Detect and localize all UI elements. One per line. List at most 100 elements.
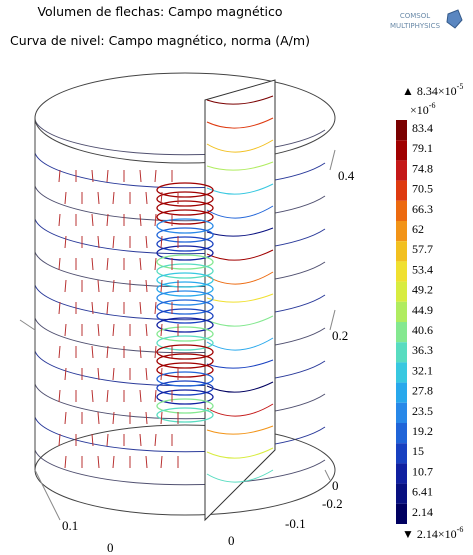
axis-label: -0.1 xyxy=(285,516,306,531)
axis-label: 0.1 xyxy=(62,518,78,533)
logo-text: MULTIPHYSICS xyxy=(390,22,441,30)
legend-swatch xyxy=(396,443,407,463)
axis-line xyxy=(330,310,335,330)
field-arrow xyxy=(59,258,60,270)
field-arrow xyxy=(140,302,141,314)
field-arrow xyxy=(161,280,162,292)
field-arrow xyxy=(113,368,114,380)
field-arrow xyxy=(155,214,156,226)
field-arrow xyxy=(107,434,108,446)
subtitle: Curva de nivel: Campo magnético, norma (… xyxy=(10,33,310,48)
field-arrow xyxy=(59,390,60,402)
field-arrow xyxy=(155,258,156,270)
legend-swatch xyxy=(396,140,407,160)
field-arrow xyxy=(146,368,147,380)
contour-ring xyxy=(35,450,325,485)
field-arrow xyxy=(98,324,99,336)
field-arrow xyxy=(65,324,66,336)
legend-label: 32.1 xyxy=(412,363,433,377)
field-arrow xyxy=(65,236,66,248)
legend-max: ▲8.34×10-5 xyxy=(402,82,463,98)
legend-swatch xyxy=(396,362,407,382)
legend-label: 40.6 xyxy=(412,323,433,337)
colorbar: 83.479.174.870.566.36257.753.449.244.940… xyxy=(396,120,433,524)
legend-swatch xyxy=(396,463,407,483)
field-arrow xyxy=(59,170,60,182)
field-arrow xyxy=(140,434,141,446)
legend-swatch xyxy=(396,160,407,180)
legend-swatch xyxy=(396,342,407,362)
field-arrow xyxy=(161,324,162,336)
legend-swatch xyxy=(396,423,407,443)
field-arrow xyxy=(140,346,141,358)
axis-line xyxy=(325,470,330,480)
legend-swatch xyxy=(396,120,407,140)
field-arrow xyxy=(92,346,93,358)
legend-swatch xyxy=(396,221,407,241)
legend-swatch xyxy=(396,484,407,504)
field-arrow xyxy=(146,412,147,424)
axis-line xyxy=(35,470,60,520)
legend-label: 57.7 xyxy=(412,242,433,256)
field-arrow xyxy=(161,236,162,248)
screenshot: Volumen de flechas: Campo magnético Curv… xyxy=(0,0,473,555)
legend-label: 36.3 xyxy=(412,343,433,357)
field-arrow xyxy=(107,258,108,270)
field-arrow xyxy=(146,280,147,292)
legend-label: 53.4 xyxy=(412,262,433,276)
field-arrow xyxy=(113,456,114,468)
cylinder-top xyxy=(35,73,335,163)
legend-label: 83.4 xyxy=(412,121,433,135)
title: Volumen de flechas: Campo magnético xyxy=(37,4,282,19)
axis-label: 0 xyxy=(332,478,339,493)
logo-text: COMSOL xyxy=(400,12,430,20)
legend-swatch xyxy=(396,282,407,302)
legend-label: 6.41 xyxy=(412,485,433,499)
legend-swatch xyxy=(396,322,407,342)
axis-label: 0 xyxy=(228,533,235,548)
field-arrow xyxy=(92,214,93,226)
field-arrow xyxy=(59,434,60,446)
cylinder-bottom xyxy=(35,425,335,515)
axis-line xyxy=(20,320,35,330)
field-arrow xyxy=(140,390,141,402)
field-arrow xyxy=(107,302,108,314)
field-arrow xyxy=(161,456,162,468)
legend-swatch xyxy=(396,403,407,423)
field-arrow xyxy=(65,192,66,204)
logo: COMSOL MULTIPHYSICS xyxy=(390,10,462,30)
legend-label: 62 xyxy=(412,222,424,236)
field-arrow xyxy=(65,412,66,424)
legend-swatch xyxy=(396,241,407,261)
field-arrow xyxy=(107,170,108,182)
legend-swatch xyxy=(396,383,407,403)
legend-label: 44.9 xyxy=(412,303,433,317)
field-arrow xyxy=(140,258,141,270)
field-arrow xyxy=(146,324,147,336)
field-arrow xyxy=(146,236,147,248)
field-arrow xyxy=(155,434,156,446)
legend-swatch xyxy=(396,261,407,281)
field-arrow xyxy=(59,302,60,314)
legend-label: 66.3 xyxy=(412,202,433,216)
axis-label: 0 xyxy=(107,540,114,555)
axis-label: 0.4 xyxy=(338,168,355,183)
plot-3d xyxy=(20,73,335,520)
legend-label: 10.7 xyxy=(412,464,433,478)
field-arrow xyxy=(146,192,147,204)
field-arrow xyxy=(98,192,99,204)
field-arrow xyxy=(65,456,66,468)
field-arrow xyxy=(155,170,156,182)
legend-swatch xyxy=(396,504,407,524)
axis-label: -0.2 xyxy=(322,496,343,511)
field-arrow xyxy=(98,456,99,468)
field-arrow xyxy=(146,456,147,468)
legend-label: 70.5 xyxy=(412,182,433,196)
field-arrow xyxy=(113,192,114,204)
field-arrow xyxy=(155,302,156,314)
legend-swatch xyxy=(396,302,407,322)
legend-label: 74.8 xyxy=(412,161,433,175)
legend-label: 15 xyxy=(412,444,424,458)
field-arrow xyxy=(59,214,60,226)
field-arrow xyxy=(65,280,66,292)
